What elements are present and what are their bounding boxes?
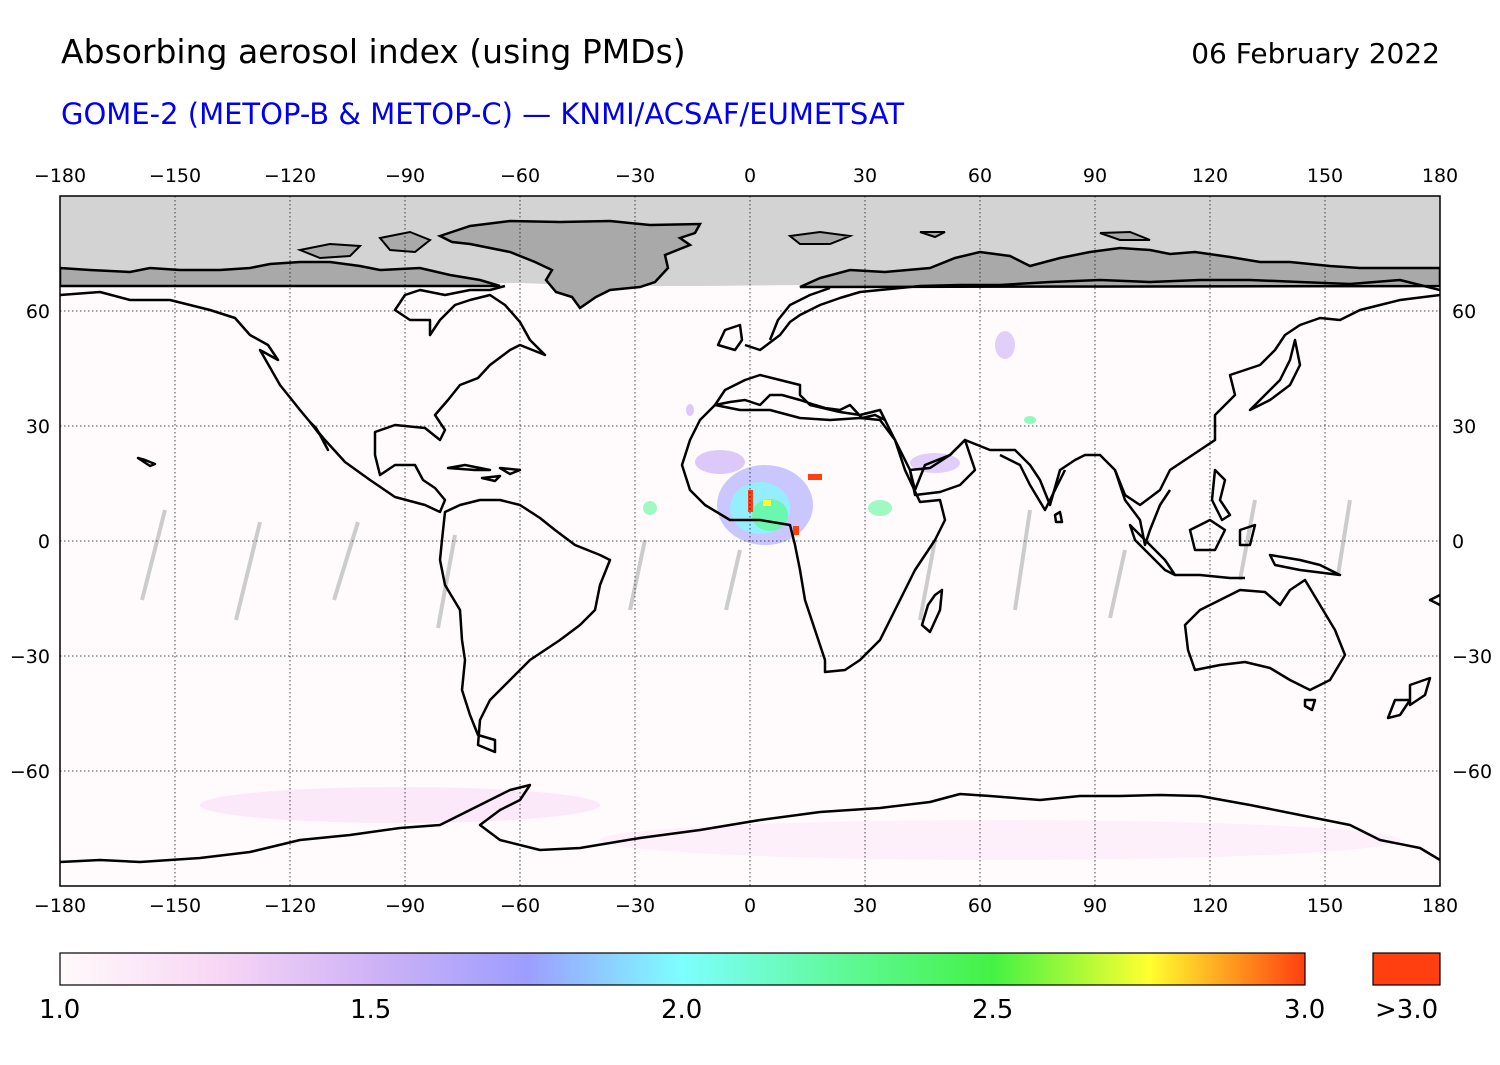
lon-ticks-top: −180 −150 −120 −90 −60 −30 0 30 60 90 120 150 180 <box>34 165 1458 187</box>
africa-coast <box>680 403 947 674</box>
sri-lanka-coast <box>1053 510 1064 524</box>
lat-tick-label: −30 <box>1452 646 1492 668</box>
arabia-coast <box>908 438 977 497</box>
india-coast <box>999 453 1067 512</box>
map-subtitle: GOME-2 (METOP-B & METOP-C) — KNMI/ACSAF/… <box>61 97 905 131</box>
scandinavia-coast <box>768 286 831 341</box>
lat-ticks-right: 60 30 0 −30 −60 <box>1452 301 1492 783</box>
arctic-islands <box>296 230 1151 260</box>
lon-tick-label: 30 <box>853 895 877 917</box>
lon-tick-label: 150 <box>1307 165 1343 187</box>
madagascar-coast <box>920 588 944 634</box>
lat-tick-label: 30 <box>1452 416 1476 438</box>
colorbar-label-over: >3.0 <box>1375 995 1439 1025</box>
lon-tick-label: 30 <box>853 165 877 187</box>
lat-tick-label: 60 <box>1452 301 1476 323</box>
map-date: 06 February 2022 <box>1191 37 1440 70</box>
lat-tick-label: 0 <box>1452 531 1464 553</box>
lon-tick-label: −30 <box>615 165 655 187</box>
baja-coast <box>308 420 330 452</box>
graticule <box>60 196 1440 886</box>
colorbar-label-1-0: 1.0 <box>39 995 81 1025</box>
lat-tick-label: −60 <box>1452 761 1492 783</box>
lon-tick-label: 0 <box>744 895 756 917</box>
north-america-coast <box>60 284 547 514</box>
map-frame <box>59 195 1441 887</box>
japan-coast <box>1248 338 1302 412</box>
indonesia-coast <box>1128 518 1342 580</box>
greenland-land <box>436 219 703 310</box>
eurasia-arctic-land <box>799 246 1440 289</box>
tasmania-coast <box>1303 698 1317 712</box>
new-zealand-coast <box>1386 676 1432 720</box>
lon-tick-label: 120 <box>1192 895 1228 917</box>
coastlines <box>60 278 1440 864</box>
lon-tick-label: 120 <box>1192 165 1228 187</box>
lon-tick-label: 150 <box>1307 895 1343 917</box>
lon-tick-label: −180 <box>34 895 86 917</box>
lon-tick-label: 90 <box>1083 895 1107 917</box>
lon-tick-label: −150 <box>149 165 201 187</box>
colorbar-label-1-5: 1.5 <box>350 995 392 1025</box>
lon-tick-label: 60 <box>968 895 992 917</box>
lon-tick-label: −30 <box>615 895 655 917</box>
orbit-gaps <box>140 499 1352 629</box>
lon-tick-label: −180 <box>34 165 86 187</box>
lon-tick-label: −120 <box>264 165 316 187</box>
lon-tick-label: 180 <box>1422 895 1458 917</box>
hawaii-coast <box>136 456 157 468</box>
lon-tick-label: −150 <box>149 895 201 917</box>
lon-tick-label: 180 <box>1422 165 1458 187</box>
map-title: Absorbing aerosol index (using PMDs) <box>61 32 686 71</box>
lon-tick-label: −60 <box>500 165 540 187</box>
lon-tick-label: −120 <box>264 895 316 917</box>
philippines-coast <box>1210 468 1232 522</box>
colorbar-over-swatch <box>1372 952 1441 986</box>
lat-tick-label: 30 <box>26 416 50 438</box>
lon-tick-label: −90 <box>385 165 425 187</box>
lon-tick-label: −90 <box>385 895 425 917</box>
lat-tick-label: −60 <box>10 761 50 783</box>
lat-ticks-left: 60 30 0 −30 −60 <box>10 301 50 783</box>
colorbar-label-3-0: 3.0 <box>1284 995 1326 1025</box>
colorbar <box>59 952 1306 986</box>
lon-tick-label: 0 <box>744 165 756 187</box>
lon-tick-label: −60 <box>500 895 540 917</box>
lon-ticks-bottom: −180 −150 −120 −90 −60 −30 0 30 60 90 120 150 180 <box>34 895 1458 917</box>
lat-tick-label: −30 <box>10 646 50 668</box>
south-america-coast <box>438 498 612 754</box>
australia-coast <box>1183 578 1347 692</box>
indochina-coast <box>1113 469 1172 547</box>
lon-tick-label: 60 <box>968 165 992 187</box>
canada-arctic-land <box>60 260 501 288</box>
lon-tick-label: 90 <box>1083 165 1107 187</box>
europe-coast <box>713 288 887 422</box>
lat-tick-label: 0 <box>38 531 50 553</box>
antarctica-coast <box>60 783 1440 864</box>
colorbar-label-2-5: 2.5 <box>972 995 1014 1025</box>
caribbean-islands <box>446 463 522 483</box>
colorbar-label-2-0: 2.0 <box>661 995 703 1025</box>
lat-tick-label: 60 <box>26 301 50 323</box>
